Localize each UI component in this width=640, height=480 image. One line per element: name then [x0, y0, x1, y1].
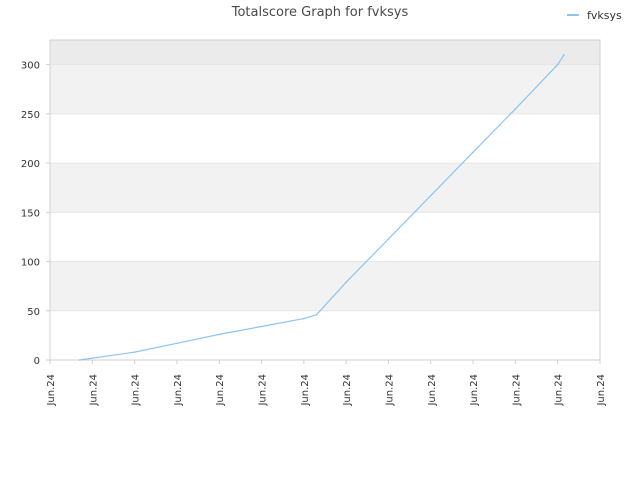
y-tick-label: 300: [21, 61, 40, 72]
series-line-fvksys: [79, 54, 565, 361]
x-tick-label: Jun.24: [427, 374, 438, 407]
plot-frame: [49, 39, 601, 361]
x-tick-label: Jun.24: [554, 374, 565, 407]
data-point: [514, 108, 517, 110]
chart-title: Totalscore Graph for fvksys: [231, 5, 409, 20]
data-point: [387, 238, 390, 240]
x-tick-label: Jun.24: [342, 374, 353, 407]
x-tick-label: Jun.24: [511, 374, 522, 407]
x-axis-ticks: Jun.24 Jun.24 Jun.24 Jun.24 Jun.24 Jun.24 Jun.…: [46, 360, 607, 407]
data-point: [176, 342, 178, 345]
data-point: [563, 53, 565, 56]
y-tick-label: 200: [21, 159, 40, 170]
x-tick-label: Jun.24: [46, 374, 57, 407]
x-tick-label: Jun.24: [173, 374, 184, 407]
plot-band: [50, 64, 600, 114]
legend-label: fvksys: [587, 9, 622, 22]
x-tick-label: Jun.24: [300, 374, 311, 407]
y-axis-ticks: 0 50 100 150 200 250 300: [21, 61, 50, 367]
data-point: [303, 317, 305, 320]
data-point: [78, 359, 81, 361]
x-tick-label: Jun.24: [88, 374, 99, 407]
x-tick-label: Jun.24: [258, 374, 269, 407]
y-tick-label: 100: [21, 258, 40, 269]
data-point: [472, 151, 474, 154]
series-group: [78, 53, 565, 361]
y-tick-label: 250: [21, 110, 40, 121]
data-point: [315, 313, 318, 316]
data-point: [260, 325, 263, 328]
plot-band: [50, 163, 600, 213]
plot-bands: [50, 40, 600, 311]
y-tick-label: 50: [27, 307, 40, 318]
plot-band: [50, 40, 600, 65]
x-tick-label: Jun.24: [384, 374, 395, 407]
y-tick-label: 0: [34, 356, 40, 367]
data-point: [218, 333, 221, 336]
x-tick-label: Jun.24: [469, 374, 480, 407]
data-point: [133, 351, 136, 353]
x-tick-label: Jun.24: [215, 374, 226, 407]
data-point: [345, 281, 347, 284]
y-tick-label: 150: [21, 208, 40, 219]
plot-band: [50, 261, 600, 311]
x-tick-label: Jun.24: [596, 374, 607, 407]
legend[interactable]: fvksys: [567, 9, 622, 22]
data-point: [429, 194, 432, 197]
data-point: [556, 63, 559, 66]
x-tick-label: Jun.24: [131, 374, 142, 407]
